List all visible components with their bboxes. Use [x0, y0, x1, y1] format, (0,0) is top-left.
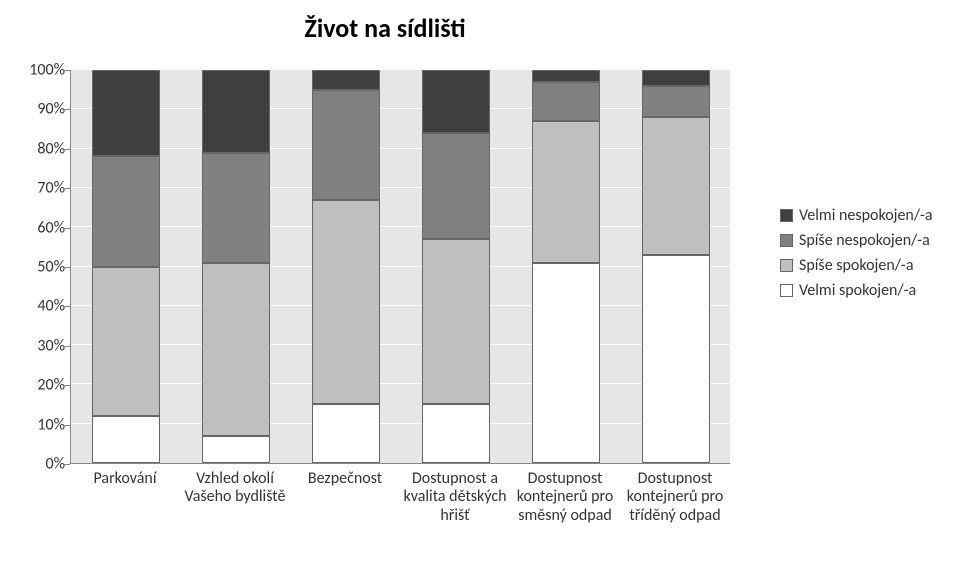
legend-swatch — [780, 209, 793, 222]
y-axis-tick-label: 10% — [15, 415, 65, 434]
bar — [532, 70, 600, 463]
legend-swatch — [780, 234, 793, 247]
legend-item: Velmi spokojen/-a — [780, 281, 965, 300]
bar — [642, 70, 710, 463]
gridline — [71, 266, 730, 267]
y-axis-tick-mark — [64, 385, 70, 386]
bar-segment — [202, 436, 270, 464]
legend-label: Velmi nespokojen/-a — [799, 206, 933, 225]
legend-swatch — [780, 259, 793, 272]
y-axis-tick-label: 40% — [15, 297, 65, 316]
y-axis-tick-label: 30% — [15, 336, 65, 355]
x-axis-category-label: Dostupnost kontejnerů pro směsný odpad — [510, 470, 620, 525]
bar-segment — [312, 90, 380, 200]
legend-item: Velmi nespokojen/-a — [780, 206, 965, 225]
bar-segment — [532, 263, 600, 463]
bar-segment — [422, 70, 490, 133]
y-axis-tick-label: 50% — [15, 258, 65, 277]
bar-segment — [312, 404, 380, 463]
bar-segment — [642, 86, 710, 117]
legend-label: Spíše spokojen/-a — [799, 256, 913, 275]
chart-title: Život na sídlišti — [0, 12, 770, 44]
gridline — [71, 226, 730, 227]
bar-segment — [422, 133, 490, 239]
x-axis-category-label: Bezpečnost — [290, 470, 400, 488]
bar-segment — [92, 416, 160, 463]
y-axis-tick-mark — [64, 70, 70, 71]
gridline — [71, 69, 730, 70]
bar — [422, 70, 490, 463]
y-axis-tick-label: 90% — [15, 100, 65, 119]
gridline — [71, 187, 730, 188]
bar-segment — [312, 200, 380, 404]
bar — [312, 70, 380, 463]
bar-segment — [312, 70, 380, 90]
y-axis-tick-mark — [64, 149, 70, 150]
y-axis-tick-mark — [64, 306, 70, 307]
y-axis-tick-mark — [64, 109, 70, 110]
bar-segment — [642, 255, 710, 463]
bar-segment — [422, 404, 490, 463]
bar — [202, 70, 270, 463]
y-axis-tick-label: 80% — [15, 139, 65, 158]
y-axis-tick-mark — [64, 267, 70, 268]
x-axis-category-label: Parkování — [70, 470, 180, 488]
y-axis-tick-label: 20% — [15, 376, 65, 395]
bar-segment — [532, 70, 600, 82]
legend-swatch — [780, 284, 793, 297]
legend-label: Velmi spokojen/-a — [799, 281, 916, 300]
bar — [92, 70, 160, 463]
bar-segment — [92, 156, 160, 266]
bar-segment — [92, 267, 160, 416]
x-axis-category-label: Dostupnost kontejnerů pro tříděný odpad — [620, 470, 730, 525]
bar-segment — [202, 153, 270, 263]
gridline — [71, 305, 730, 306]
y-axis-tick-mark — [64, 188, 70, 189]
bar-segment — [642, 70, 710, 86]
plot-area — [70, 70, 730, 464]
bar-segment — [532, 82, 600, 121]
legend: Velmi nespokojen/-a Spíše nespokojen/-a Sp… — [780, 200, 965, 306]
bar-segment — [642, 117, 710, 255]
gridline — [71, 148, 730, 149]
bar-segment — [202, 263, 270, 436]
gridline — [71, 344, 730, 345]
bar-segment — [202, 70, 270, 153]
y-axis-tick-mark — [64, 425, 70, 426]
x-axis-category-label: Vzhled okolí Vašeho bydliště — [180, 470, 290, 507]
x-axis-category-label: Dostupnost a kvalita dětských hřišť — [400, 470, 510, 525]
gridline — [71, 423, 730, 424]
bar-segment — [92, 70, 160, 156]
gridline — [71, 108, 730, 109]
chart-container: Život na sídlišti Velmi nespokojen/-a Spí… — [0, 0, 980, 579]
y-axis-tick-label: 70% — [15, 179, 65, 198]
bar-segment — [422, 239, 490, 404]
gridline — [71, 383, 730, 384]
y-axis-tick-mark — [64, 346, 70, 347]
y-axis-tick-mark — [64, 464, 70, 465]
bar-segment — [532, 121, 600, 262]
legend-item: Spíše nespokojen/-a — [780, 231, 965, 250]
y-axis-tick-mark — [64, 228, 70, 229]
y-axis-tick-label: 60% — [15, 218, 65, 237]
legend-item: Spíše spokojen/-a — [780, 256, 965, 275]
y-axis-tick-label: 0% — [15, 455, 65, 474]
y-axis-tick-label: 100% — [15, 61, 65, 80]
legend-label: Spíše nespokojen/-a — [799, 231, 930, 250]
